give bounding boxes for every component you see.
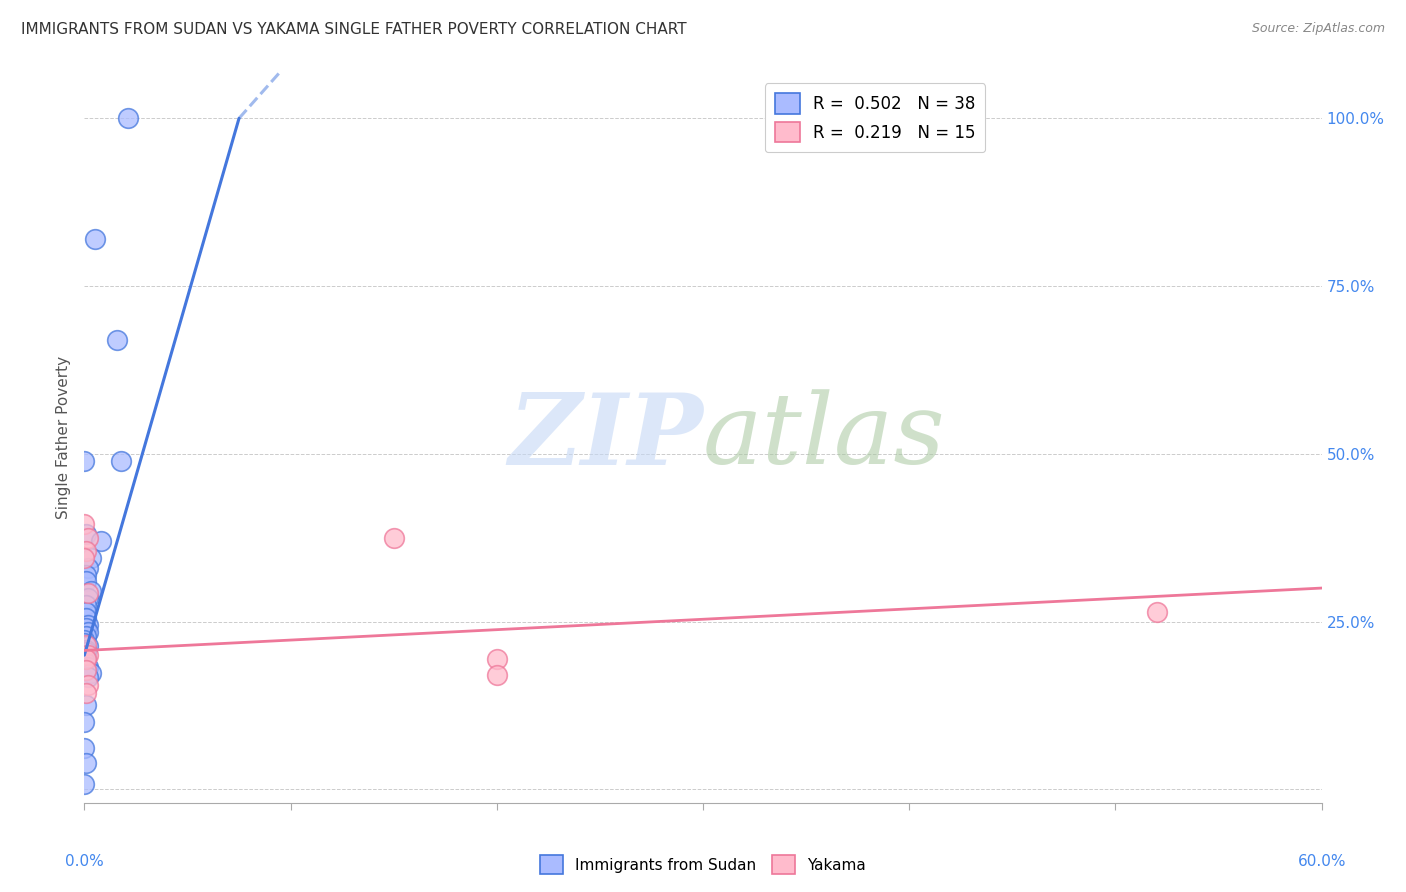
Point [75, 686, 97, 700]
Point [73, 654, 96, 668]
Point [77, 531, 100, 545]
Point [105, 333, 128, 347]
Point [77, 678, 100, 692]
Point [73, 517, 96, 532]
Point [73, 636, 96, 650]
Point [73, 550, 96, 565]
Point [73, 648, 96, 662]
Point [77, 659, 100, 673]
Text: atlas: atlas [703, 390, 946, 484]
Point [75, 651, 97, 665]
Text: ZIP: ZIP [508, 389, 703, 485]
Point [75, 621, 97, 635]
Point [75, 645, 97, 659]
Point [77, 591, 100, 606]
Point [79, 666, 101, 681]
Point [75, 598, 97, 612]
Point [77, 648, 100, 662]
Point [382, 531, 405, 545]
Point [75, 611, 97, 625]
Point [75, 544, 97, 558]
Text: 60.0%: 60.0% [1298, 854, 1346, 869]
Point [77, 586, 100, 600]
Point [75, 642, 97, 657]
Point [75, 629, 97, 643]
Point [75, 527, 97, 541]
Point [77, 670, 100, 684]
Point [75, 663, 97, 677]
Y-axis label: Single Father Poverty: Single Father Poverty [56, 356, 72, 518]
Point [75, 651, 97, 665]
Point [75, 567, 97, 582]
Point [73, 777, 96, 791]
Point [77, 618, 100, 632]
Point [1146, 605, 1168, 619]
Point [485, 668, 508, 682]
Point [75, 574, 97, 589]
Point [75, 663, 97, 677]
Point [75, 698, 97, 713]
Legend: R =  0.502   N = 38, R =  0.219   N = 15: R = 0.502 N = 38, R = 0.219 N = 15 [765, 83, 986, 153]
Point [73, 740, 96, 755]
Text: Source: ZipAtlas.com: Source: ZipAtlas.com [1251, 22, 1385, 36]
Point [83, 232, 105, 246]
Point [90, 534, 112, 549]
Text: IMMIGRANTS FROM SUDAN VS YAKAMA SINGLE FATHER POVERTY CORRELATION CHART: IMMIGRANTS FROM SUDAN VS YAKAMA SINGLE F… [21, 22, 686, 37]
Point [75, 657, 97, 671]
Point [79, 584, 101, 599]
Point [77, 561, 100, 575]
Point [79, 550, 101, 565]
Legend: Immigrants from Sudan, Yakama: Immigrants from Sudan, Yakama [534, 849, 872, 880]
Point [73, 633, 96, 648]
Point [77, 624, 100, 639]
Point [75, 638, 97, 652]
Text: 0.0%: 0.0% [65, 854, 104, 869]
Point [117, 112, 139, 126]
Point [73, 453, 96, 467]
Point [75, 605, 97, 619]
Point [75, 756, 97, 770]
Point [110, 453, 132, 467]
Point [485, 651, 508, 665]
Point [77, 640, 100, 654]
Point [73, 715, 96, 730]
